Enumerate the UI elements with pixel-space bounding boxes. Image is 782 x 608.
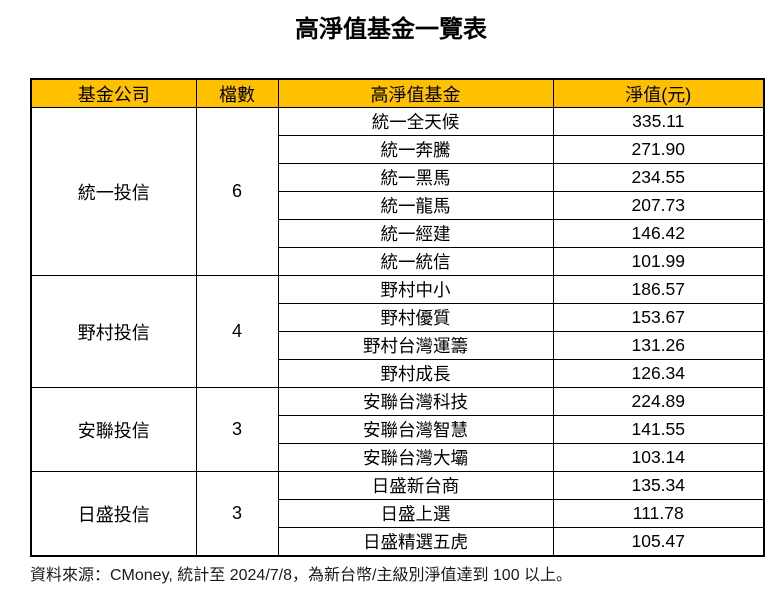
- fund-name-cell: 安聯台灣科技: [277, 387, 554, 416]
- table-row: 日盛精選五虎 105.47: [31, 527, 765, 557]
- table-header: 基金公司 檔數 高淨值基金 淨值(元): [30, 78, 765, 108]
- nav-cell: 153.67: [552, 303, 765, 332]
- fund-name-cell: 日盛上選: [277, 499, 554, 528]
- nav-cell: 335.11: [552, 107, 765, 136]
- table-row: 野村成長 126.34: [31, 359, 765, 388]
- header-row: 基金公司 檔數 高淨值基金 淨值(元): [30, 78, 765, 108]
- table-row: 統一經建 146.42: [31, 219, 765, 248]
- fund-name-cell: 安聯台灣大壩: [277, 443, 554, 472]
- fund-name-cell: 統一黑馬: [277, 163, 554, 192]
- company-cell: 日盛投信: [30, 471, 197, 557]
- fund-name-cell: 野村成長: [277, 359, 554, 388]
- table-body: 統一投信 6 統一全天候 335.11 統一奔騰 271.90 統一黑馬 234…: [30, 107, 765, 557]
- fund-name-cell: 統一經建: [277, 219, 554, 248]
- fund-name-cell: 日盛精選五虎: [277, 527, 554, 557]
- fund-name-cell: 野村優質: [277, 303, 554, 332]
- nav-cell: 111.78: [552, 499, 765, 528]
- page-title: 高淨值基金一覽表: [295, 16, 487, 43]
- fund-name-cell: 統一奔騰: [277, 135, 554, 164]
- nav-cell: 224.89: [552, 387, 765, 416]
- nav-cell: 135.34: [552, 471, 765, 500]
- table-row: 統一統信 101.99: [31, 247, 765, 276]
- fund-name-cell: 統一統信: [277, 247, 554, 276]
- company-cell: 安聯投信: [30, 387, 197, 472]
- nav-cell: 131.26: [552, 331, 765, 360]
- table-row: 安聯台灣大壩 103.14: [31, 443, 765, 472]
- nav-cell: 207.73: [552, 191, 765, 220]
- fund-name-cell: 安聯台灣智慧: [277, 415, 554, 444]
- fund-name-cell: 野村中小: [277, 275, 554, 304]
- table-row: 日盛投信 3 日盛新台商 135.34: [30, 471, 765, 557]
- header-company: 基金公司: [30, 78, 197, 108]
- company-cell: 統一投信: [30, 107, 197, 276]
- nav-cell: 141.55: [552, 415, 765, 444]
- fund-name-cell: 野村台灣運籌: [277, 331, 554, 360]
- nav-cell: 105.47: [552, 527, 765, 557]
- nav-cell: 103.14: [552, 443, 765, 472]
- count-cell: 3: [195, 471, 279, 557]
- fund-table: 基金公司 檔數 高淨值基金 淨值(元) 統一投信 6 統一全天候 335.11 …: [30, 78, 765, 557]
- table-row: 統一龍馬 207.73: [31, 191, 765, 220]
- table-row: 野村台灣運籌 131.26: [31, 331, 765, 360]
- fund-name-cell: 統一龍馬: [277, 191, 554, 220]
- source-note: 資料來源：CMoney, 統計至 2024/7/8，為新台幣/主級別淨值達到 1…: [30, 567, 573, 584]
- nav-cell: 146.42: [552, 219, 765, 248]
- fund-name-cell: 日盛新台商: [277, 471, 554, 500]
- nav-cell: 234.55: [552, 163, 765, 192]
- nav-cell: 271.90: [552, 135, 765, 164]
- table-row: 安聯投信 3 安聯台灣科技 224.89: [30, 387, 765, 472]
- fund-name-cell: 統一全天候: [277, 107, 554, 136]
- header-fund-name: 高淨值基金: [277, 78, 554, 108]
- header-count: 檔數: [195, 78, 279, 108]
- nav-cell: 101.99: [552, 247, 765, 276]
- count-cell: 4: [195, 275, 279, 388]
- table-row: 統一投信 6 統一全天候 335.11: [30, 107, 765, 276]
- table-row: 統一奔騰 271.90: [31, 135, 765, 164]
- count-cell: 3: [195, 387, 279, 472]
- nav-cell: 126.34: [552, 359, 765, 388]
- table-row: 野村投信 4 野村中小 186.57: [30, 275, 765, 388]
- nav-cell: 186.57: [552, 275, 765, 304]
- table-row: 日盛上選 111.78: [31, 499, 765, 528]
- table-row: 野村優質 153.67: [31, 303, 765, 332]
- company-cell: 野村投信: [30, 275, 197, 388]
- count-cell: 6: [195, 107, 279, 276]
- header-nav: 淨值(元): [552, 78, 765, 108]
